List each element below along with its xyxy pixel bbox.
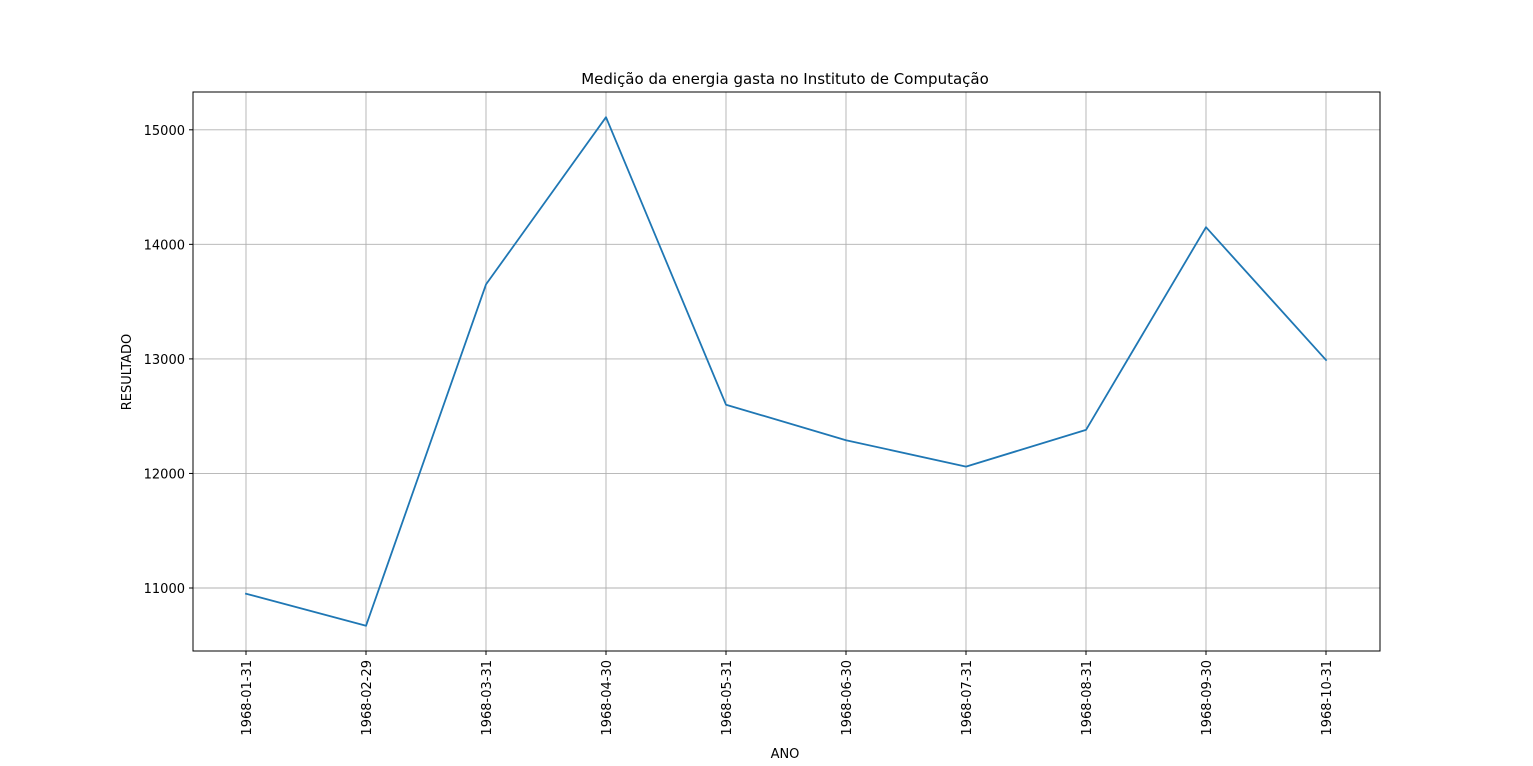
- x-tick-label: 1968-06-30: [840, 660, 855, 736]
- x-tick-label: 1968-04-30: [600, 660, 615, 736]
- x-tick-label: 1968-03-31: [480, 660, 495, 736]
- y-axis-label: RESULTADO: [120, 334, 135, 411]
- plot-frame: [192, 91, 1381, 652]
- y-tick-label: 15000: [144, 124, 185, 139]
- x-tick-label: 1968-02-29: [360, 660, 375, 736]
- series-layer: [244, 116, 1328, 627]
- x-tick-label: 1968-07-31: [960, 660, 975, 736]
- y-tick-label: 11000: [144, 582, 185, 597]
- x-tick-label: 1968-09-30: [1200, 660, 1215, 736]
- y-tick-label: 12000: [144, 467, 185, 482]
- series-line: [244, 116, 1328, 627]
- x-axis-label: ANO: [771, 747, 800, 762]
- y-tick-label: 14000: [144, 238, 185, 253]
- grid: [193, 92, 1380, 651]
- y-axis: 11000 12000 13000 14000 15000: [144, 124, 193, 597]
- y-tick-label: 13000: [144, 353, 185, 368]
- x-tick-label: 1968-08-31: [1080, 660, 1095, 736]
- chart-title: Medição da energia gasta no Instituto de…: [581, 70, 989, 88]
- x-tick-label: 1968-10-31: [1320, 660, 1335, 736]
- x-tick-label: 1968-05-31: [720, 660, 735, 736]
- x-tick-label: 1968-01-31: [240, 660, 255, 736]
- x-axis: 1968-01-31 1968-02-29 1968-03-31 1968-04-30…: [240, 651, 1335, 736]
